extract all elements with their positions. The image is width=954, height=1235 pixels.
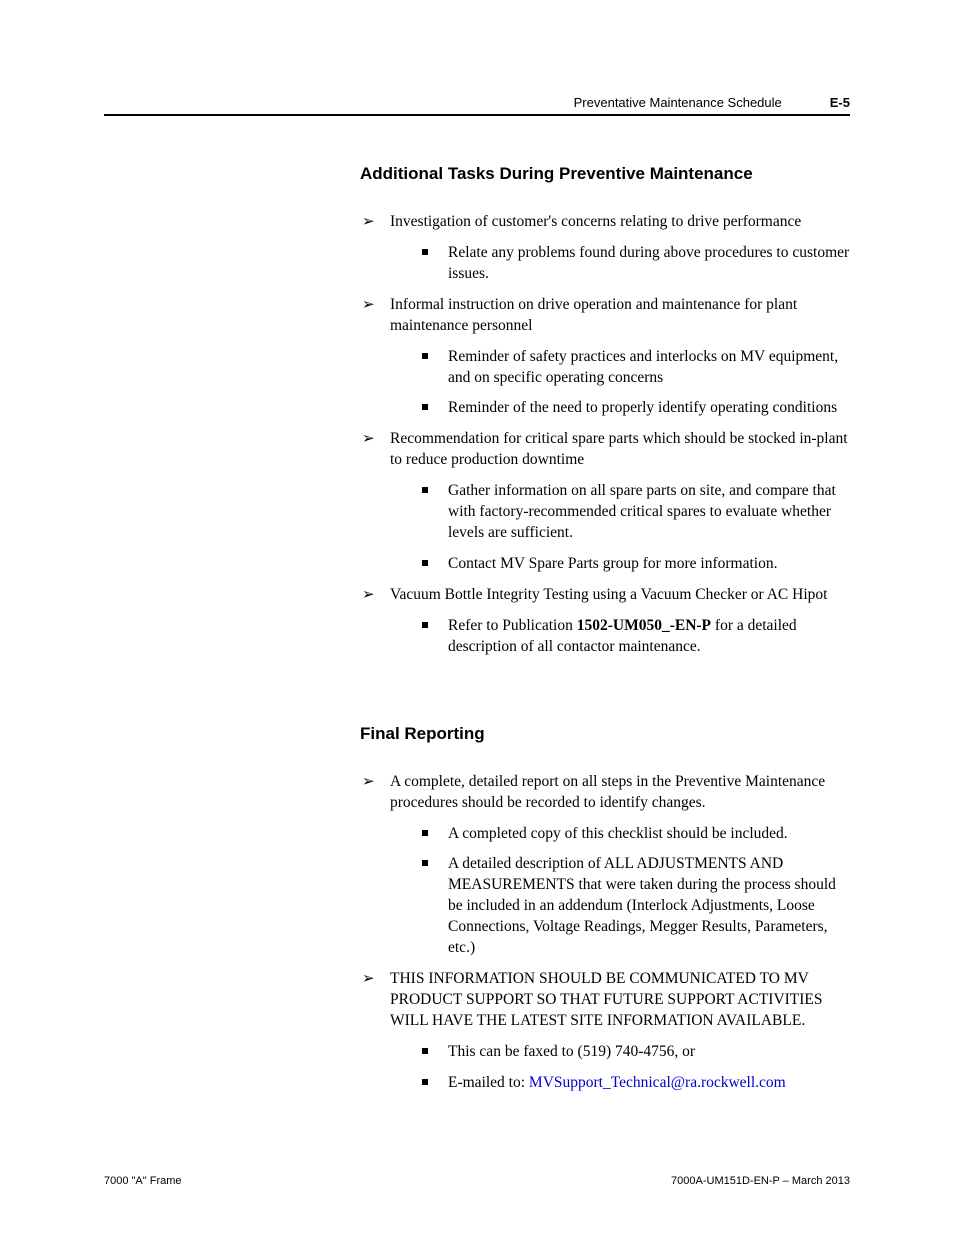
- list-item: Investigation of customer's concerns rel…: [360, 212, 850, 285]
- content-area: Additional Tasks During Preventive Maint…: [360, 164, 850, 1094]
- sub-list-item: A detailed description of ALL ADJUSTMENT…: [418, 854, 850, 959]
- sub-list: This can be faxed to (519) 740-4756, or …: [390, 1042, 850, 1094]
- section-heading-final-reporting: Final Reporting: [360, 724, 850, 744]
- additional-tasks-list: Investigation of customer's concerns rel…: [360, 212, 850, 658]
- final-reporting-list: A complete, detailed report on all steps…: [360, 772, 850, 1094]
- sub-list-item: Gather information on all spare parts on…: [418, 481, 850, 544]
- sub-list: A completed copy of this checklist shoul…: [390, 824, 850, 960]
- list-item-text: Vacuum Bottle Integrity Testing using a …: [390, 586, 827, 603]
- sub-list-item: Refer to Publication 1502-UM050_-EN-P fo…: [418, 616, 850, 658]
- support-email-link[interactable]: MVSupport_Technical@ra.rockwell.com: [529, 1074, 786, 1091]
- list-item: THIS INFORMATION SHOULD BE COMMUNICATED …: [360, 969, 850, 1094]
- sub-list: Reminder of safety practices and interlo…: [390, 347, 850, 420]
- footer-left: 7000 "A" Frame: [104, 1175, 182, 1187]
- footer-right: 7000A-UM151D-EN-P – March 2013: [671, 1175, 850, 1187]
- page-number: E-5: [830, 95, 850, 110]
- section-spacer: [360, 668, 850, 706]
- footer: 7000 "A" Frame 7000A-UM151D-EN-P – March…: [104, 1175, 850, 1187]
- list-item: A complete, detailed report on all steps…: [360, 772, 850, 959]
- list-item: Vacuum Bottle Integrity Testing using a …: [360, 585, 850, 658]
- running-header: Preventative Maintenance Schedule E-5: [104, 95, 850, 110]
- sub-list-item: Contact MV Spare Parts group for more in…: [418, 554, 850, 575]
- list-item-text: Recommendation for critical spare parts …: [390, 430, 848, 468]
- sub-list-item: Reminder of safety practices and interlo…: [418, 347, 850, 389]
- sub-list: Refer to Publication 1502-UM050_-EN-P fo…: [390, 616, 850, 658]
- header-rule: [104, 114, 850, 116]
- list-item-text: Investigation of customer's concerns rel…: [390, 213, 801, 230]
- sub-list-item: Reminder of the need to properly identif…: [418, 398, 850, 419]
- list-item: Recommendation for critical spare parts …: [360, 429, 850, 575]
- section-heading-additional-tasks: Additional Tasks During Preventive Maint…: [360, 164, 850, 184]
- sub-list-item: This can be faxed to (519) 740-4756, or: [418, 1042, 850, 1063]
- list-item-text: THIS INFORMATION SHOULD BE COMMUNICATED …: [390, 970, 823, 1029]
- sub-list: Relate any problems found during above p…: [390, 243, 850, 285]
- sub-list: Gather information on all spare parts on…: [390, 481, 850, 575]
- sub-list-item: Relate any problems found during above p…: [418, 243, 850, 285]
- sub-list-item: E-mailed to: MVSupport_Technical@ra.rock…: [418, 1073, 850, 1094]
- pub-ref-prefix: Refer to Publication: [448, 617, 577, 634]
- list-item-text: Informal instruction on drive operation …: [390, 296, 797, 334]
- list-item-text: A complete, detailed report on all steps…: [390, 773, 825, 811]
- email-prefix: E-mailed to:: [448, 1074, 529, 1091]
- header-title: Preventative Maintenance Schedule: [574, 95, 782, 110]
- page: Preventative Maintenance Schedule E-5 Ad…: [0, 0, 954, 1235]
- pub-ref-code: 1502-UM050_-EN-P: [577, 617, 711, 634]
- sub-list-item: A completed copy of this checklist shoul…: [418, 824, 850, 845]
- list-item: Informal instruction on drive operation …: [360, 295, 850, 420]
